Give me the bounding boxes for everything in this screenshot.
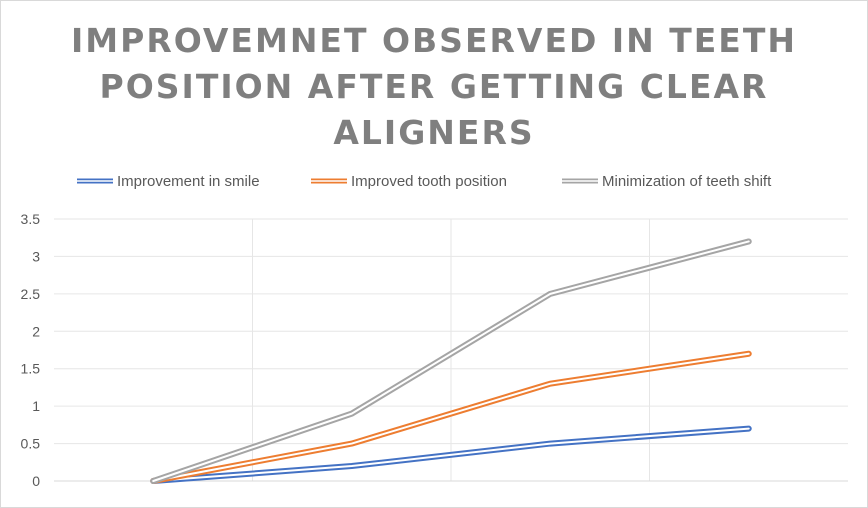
y-axis-tick-labels: 0 0.5 1 1.5 2 2.5 3 3.5 <box>21 211 41 489</box>
legend-item: Improvement in smile <box>77 173 260 190</box>
series-line-inner <box>152 427 750 482</box>
series-line-inner <box>152 240 750 482</box>
series-line <box>150 425 752 484</box>
y-tick-label: 0.5 <box>21 436 41 452</box>
chart-title-line-2: POSITION AFTER GETTING CLEAR <box>99 67 769 106</box>
series-line <box>150 350 752 484</box>
y-tick-label: 3.5 <box>21 211 41 227</box>
y-tick-label: 1 <box>32 398 40 414</box>
y-tick-label: 3 <box>32 248 40 264</box>
legend-item: Improved tooth position <box>311 173 507 190</box>
y-tick-label: 1.5 <box>21 361 41 377</box>
y-tick-label: 0 <box>32 473 40 489</box>
legend-label: Improvement in smile <box>117 173 260 190</box>
series-line <box>150 238 752 484</box>
chart-title: IMPROVEMNET OBSERVED IN TEETH POSITION A… <box>0 18 868 156</box>
legend: Improvement in smile Improved tooth posit… <box>77 173 772 190</box>
chart-title-line-3: ALIGNERS <box>333 113 535 152</box>
series-line-inner <box>152 352 750 482</box>
legend-item: Minimization of teeth shift <box>562 173 772 190</box>
chart-title-line-1: IMPROVEMNET OBSERVED IN TEETH <box>71 21 797 60</box>
y-tick-label: 2.5 <box>21 286 41 302</box>
series-lines <box>150 238 752 484</box>
y-tick-label: 2 <box>32 323 40 339</box>
legend-label: Minimization of teeth shift <box>602 173 772 190</box>
legend-label: Improved tooth position <box>351 173 507 190</box>
